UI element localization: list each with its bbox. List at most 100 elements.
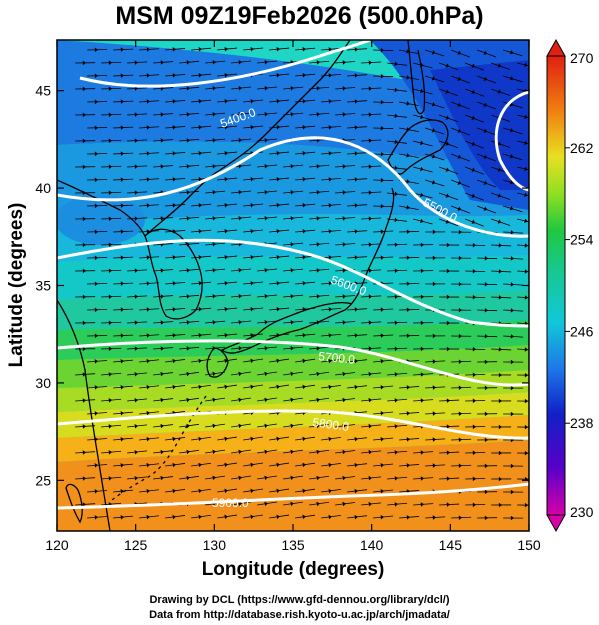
streamline-arrowhead [432,437,437,442]
streamline-arrowhead [420,372,425,377]
streamline-arrowhead [483,180,488,185]
streamline-arrowhead [290,501,295,507]
streamline-arrowhead [316,216,321,221]
streamline-arrowhead [134,190,139,195]
streamline-arrowhead [368,268,373,273]
streamline-arrowhead [328,73,333,78]
streamline-arrowhead [82,86,87,92]
streamline-arrowhead [420,114,424,120]
streamline-arrowhead [302,358,307,364]
streamline-arrowhead [328,488,333,494]
streamline-arrowhead [94,125,99,131]
streamline-arrowhead [471,167,476,172]
streamline-arrowhead [302,436,307,442]
streamline-arrowhead [446,242,451,248]
streamline-arrowhead [108,476,113,481]
streamline-arrowhead [250,514,255,520]
streamline-arrowhead [394,502,399,507]
streamline-arrowhead [212,112,217,117]
x-tick-label: 150 [517,537,541,553]
streamline-arrowhead [186,190,191,195]
streamline-arrowhead [368,216,373,221]
streamline-arrowhead [484,463,489,469]
streamline-arrowhead [224,333,229,338]
streamline-arrowhead [342,294,347,299]
streamline-arrowhead [524,424,529,430]
streamline-arrowhead [146,307,151,312]
streamline-arrowhead [368,86,373,91]
streamline-arrowhead [458,255,463,261]
streamline-arrowhead [290,268,295,273]
streamline-arrowhead [458,463,463,468]
height-contours [57,40,529,510]
streamline-arrowhead [510,308,515,313]
streamline-arrowhead [212,397,217,403]
streamline-arrowhead [432,411,437,416]
streamline-arrowhead [406,255,411,261]
streamline-arrowhead [328,436,333,442]
colorbar-tick-label: 246 [570,323,594,339]
credit-dcl: Drawing by DCL (https://www.gfd-dennou.o… [149,594,450,606]
streamline-arrowhead [224,151,229,156]
streamline-arrowhead [290,371,295,377]
streamline-arrowhead [302,255,307,260]
streamline-arrowhead [172,281,177,286]
y-tick-label: 40 [35,180,51,196]
streamline-arrowhead [276,358,281,364]
streamline-arrowhead [498,243,503,248]
streamline-arrowhead [198,358,203,364]
streamline-arrowhead [394,242,399,247]
streamline-arrowhead [238,85,243,91]
streamline-arrowhead [432,359,437,364]
streamline-arrowhead [316,60,321,65]
streamline-arrowhead [368,320,373,325]
streamline-arrowhead [354,73,359,78]
streamline-arrowhead [198,125,203,130]
streamline-arrowhead [510,230,515,235]
contour-label: 5800.0 [312,415,351,434]
streamline-arrowhead [264,137,269,143]
streamline-arrowhead [146,384,151,390]
streamline-arrowhead [120,411,125,416]
streamline-arrowhead [498,372,503,378]
contour-line [57,482,529,510]
streamline-arrowhead [172,255,177,260]
streamline-arrowhead [172,47,177,52]
streamline-arrowhead [134,112,139,117]
streamline-arrowhead [394,320,399,325]
streamline-arrowhead [160,397,165,403]
streamline-arrowhead [264,501,269,507]
streamline-arrowhead [212,449,217,455]
streamline-arrowhead [354,307,359,312]
streamline-arrowhead [290,475,295,481]
streamline-arrowhead [224,281,229,286]
streamline-arrowhead [290,320,295,325]
contour-label: 5900.0 [212,496,249,510]
streamline-arrowhead [420,166,424,172]
streamline-arrowhead [94,333,99,339]
streamline-arrowhead [354,281,359,286]
streamline-arrowhead [524,192,528,198]
streamline-arrowhead [302,488,307,494]
streamline-arrowhead [94,307,99,313]
streamline-arrowhead [276,46,281,52]
streamline-arrowhead [471,89,476,94]
streamline-arrowhead [276,254,281,260]
streamline-arrowhead [354,333,359,338]
streamline-arrowhead [445,219,450,224]
streamline-arrowhead [524,140,528,146]
streamline-arrowhead [368,112,373,117]
streamline-arrowhead [342,475,347,481]
streamline-arrowhead [380,99,385,105]
streamline-arrowhead [302,177,307,182]
streamline-arrowhead [94,177,99,183]
streamline-arrowhead [328,281,333,286]
streamline-arrowhead [172,514,177,520]
streamline-arrowhead [316,268,321,273]
streamline-arrowhead [82,346,87,352]
streamline-arrowhead [250,98,255,104]
contour-line [57,136,529,238]
streamline-arrowhead [524,372,529,378]
streamline-arrowhead [432,281,437,287]
